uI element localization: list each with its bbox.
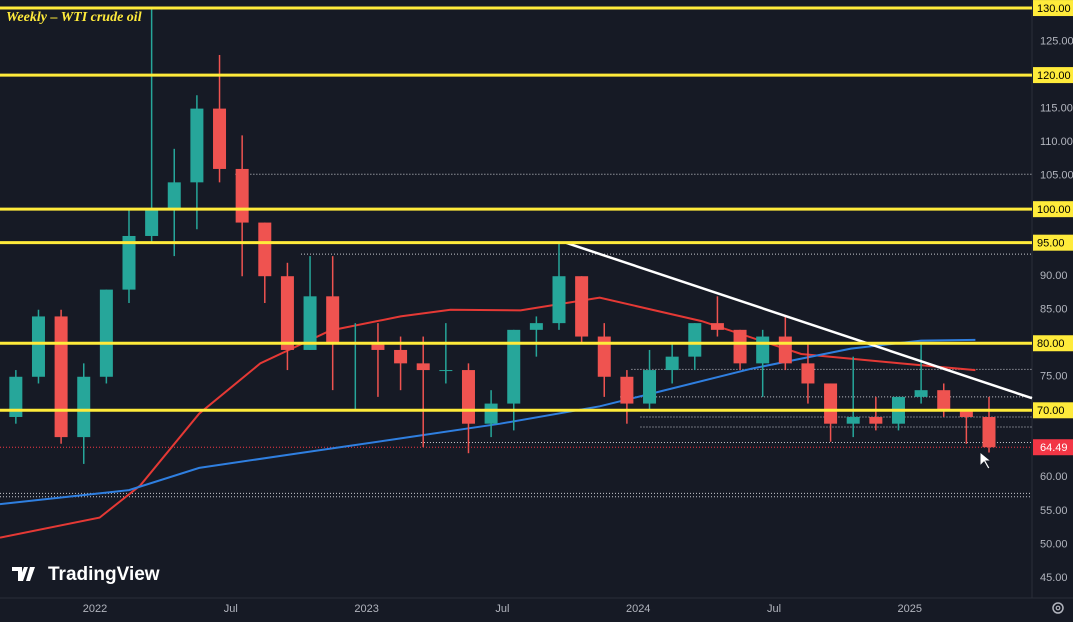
y-tick-label: 50.00	[1040, 538, 1068, 550]
cursor	[979, 450, 993, 470]
level-tag	[1033, 201, 1073, 218]
candle-body	[982, 416, 996, 448]
candle-body	[597, 336, 611, 377]
candle-body	[439, 370, 453, 372]
y-tick-label: 75.00	[1040, 371, 1068, 383]
candle-body	[665, 356, 679, 371]
y-tick-label: 125.00	[1040, 35, 1073, 47]
y-tick-label: 85.00	[1040, 304, 1068, 316]
candle-body	[303, 296, 317, 350]
candle-body	[77, 376, 91, 438]
trendline	[565, 241, 1033, 400]
level-tag	[1033, 335, 1073, 352]
candle-body	[575, 276, 589, 337]
candle-body	[416, 363, 430, 371]
level-label: 80.00	[1037, 338, 1065, 350]
candle-body	[484, 403, 498, 424]
last-price-tag	[1033, 439, 1073, 456]
candle-body	[461, 370, 475, 424]
candle-body	[710, 323, 724, 330]
logo	[12, 567, 35, 581]
y-tick-label: 105.00	[1040, 170, 1073, 182]
watermark-text: TradingView	[48, 564, 160, 585]
candle-body	[190, 108, 204, 183]
candle-body	[824, 383, 838, 424]
candle-body	[869, 416, 883, 424]
x-tick-label: Jul	[767, 603, 781, 615]
watermark: TradingView	[12, 564, 160, 585]
candle-body	[326, 296, 340, 344]
candle-body	[145, 209, 159, 236]
candle-body	[778, 336, 792, 364]
x-tick-label: 2023	[354, 603, 378, 615]
candle-body	[122, 235, 136, 290]
y-tick-label: 115.00	[1040, 103, 1073, 115]
level-tag	[1033, 67, 1073, 84]
plot-area	[0, 0, 1073, 599]
candle-body	[552, 276, 566, 324]
y-tick-label: 60.00	[1040, 471, 1068, 483]
level-tag	[1033, 0, 1073, 17]
y-tick-label: 110.00	[1040, 136, 1073, 148]
last-price-label: 64.49	[1040, 442, 1068, 454]
gear-center[interactable]	[1055, 605, 1061, 611]
candle-body	[394, 349, 408, 364]
y-tick-label: 90.00	[1040, 270, 1068, 282]
settings-icon[interactable]	[1052, 602, 1064, 614]
candle-body	[846, 416, 860, 424]
x-tick-label: 2025	[898, 603, 922, 615]
level-label: 95.00	[1037, 238, 1065, 250]
x-tick-label: 2022	[83, 603, 107, 615]
candle-body	[371, 343, 385, 350]
candle-body	[9, 376, 23, 417]
candle-body	[937, 390, 951, 411]
gear[interactable]	[1052, 602, 1064, 614]
candle-body	[258, 222, 272, 277]
x-tick-label: 2024	[626, 603, 650, 615]
candle-body	[507, 329, 521, 404]
candle-body	[54, 316, 68, 438]
candle-body	[756, 336, 770, 364]
candle-body	[213, 108, 227, 169]
candle-body	[801, 363, 815, 384]
candle-body	[688, 323, 702, 357]
candle-body	[529, 323, 543, 330]
level-tag	[1033, 234, 1073, 251]
candle-body	[733, 329, 747, 364]
x-tick-label: Jul	[224, 603, 238, 615]
chart-title: Weekly – WTI crude oil	[6, 10, 142, 25]
candle-body	[280, 276, 294, 350]
level-label: 70.00	[1037, 405, 1065, 417]
candle-body	[959, 410, 973, 417]
candle-body	[167, 182, 181, 210]
level-label: 130.00	[1037, 3, 1071, 15]
candle-body	[31, 316, 45, 377]
level-label: 120.00	[1037, 70, 1071, 82]
level-label: 100.00	[1037, 204, 1071, 216]
moving-average	[0, 338, 976, 506]
candle-body	[99, 289, 113, 377]
y-tick-label: 45.00	[1040, 572, 1068, 584]
x-tick-label: Jul	[495, 603, 509, 615]
candle-body	[643, 370, 657, 404]
y-tick-label: 55.00	[1040, 505, 1068, 517]
candle-body	[235, 168, 249, 223]
candle-body	[914, 390, 928, 397]
candle-body	[620, 376, 634, 404]
level-tag	[1033, 402, 1073, 419]
